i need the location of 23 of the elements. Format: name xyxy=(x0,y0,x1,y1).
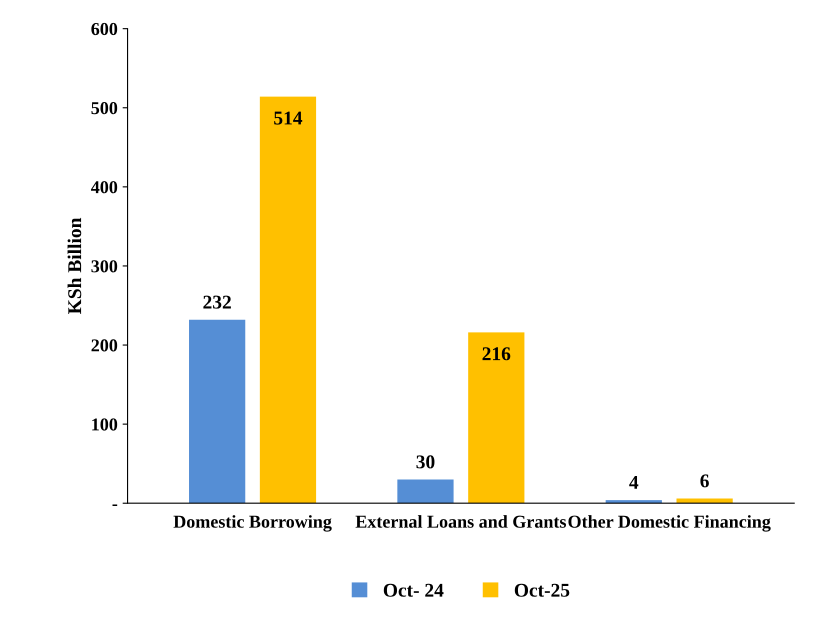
bar xyxy=(397,480,454,504)
data-label: 232 xyxy=(203,296,231,309)
data-label: 30 xyxy=(416,455,434,468)
y-tick-label: 200 xyxy=(92,339,118,352)
bar xyxy=(189,320,246,504)
y-tick-label: 100 xyxy=(92,418,118,431)
x-tick-label: External Loans and Grants xyxy=(356,515,566,528)
y-axis-title: KSh Billion xyxy=(68,218,82,314)
y-tick-label: - xyxy=(112,504,118,506)
data-label: 514 xyxy=(274,112,302,125)
data-label: 216 xyxy=(482,347,510,360)
bar xyxy=(260,96,316,504)
y-tick-label: 500 xyxy=(91,102,118,114)
x-tick-label: Domestic Borrowing xyxy=(174,515,332,532)
y-tick-label: 600 xyxy=(91,22,118,36)
data-label: 4 xyxy=(629,476,638,489)
data-label: 6 xyxy=(700,474,709,488)
y-tick-label: 400 xyxy=(91,181,118,194)
legend-label: Oct- 24 xyxy=(384,584,444,597)
legend-label: Oct-25 xyxy=(514,584,570,597)
x-tick-label: Other Domestic Financing xyxy=(568,515,771,532)
bar xyxy=(468,332,524,504)
y-tick-label: 300 xyxy=(91,260,118,272)
